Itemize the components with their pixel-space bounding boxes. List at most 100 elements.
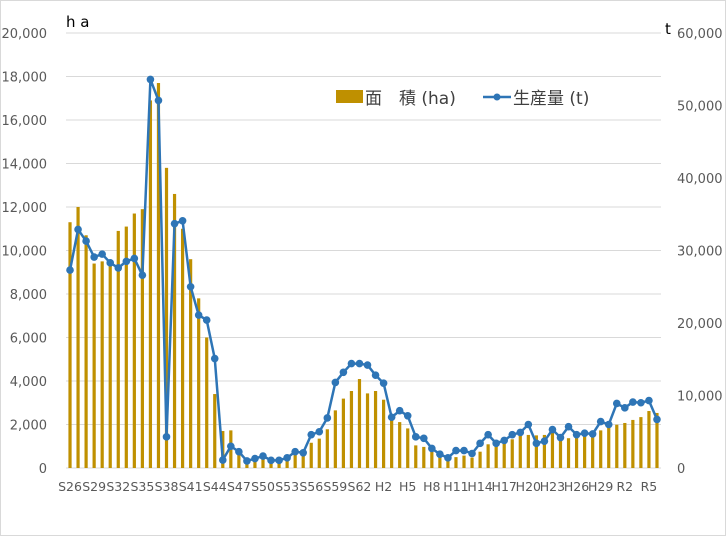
line-marker xyxy=(596,417,605,426)
line-marker xyxy=(556,433,565,442)
line-marker xyxy=(339,368,348,377)
line-marker xyxy=(130,254,139,263)
x-tick-label: S59 xyxy=(323,479,347,494)
line-marker xyxy=(484,430,492,439)
bar xyxy=(140,209,144,469)
line-marker xyxy=(580,429,589,438)
bar xyxy=(373,391,378,468)
bar xyxy=(357,379,362,468)
bar xyxy=(566,438,571,468)
left-tick-label: 12,000 xyxy=(2,201,48,216)
bar xyxy=(197,298,201,468)
line-marker xyxy=(629,398,637,406)
bar xyxy=(390,420,394,468)
x-tick-label: S38 xyxy=(155,479,179,494)
line-marker xyxy=(66,266,74,274)
bar xyxy=(470,457,474,468)
line-marker xyxy=(154,96,163,105)
x-tick-label: S53 xyxy=(275,479,299,494)
right-tick-label: 10,000 xyxy=(677,390,723,405)
bar xyxy=(68,222,72,468)
left-tick-label: 0 xyxy=(39,462,47,477)
line-marker xyxy=(420,434,428,443)
line-marker xyxy=(259,452,267,460)
left-axis-ticks: 0 2,000 4,000 6,000 8,000 10,000 12,000 14,000 1… xyxy=(2,27,48,477)
line-marker xyxy=(74,225,82,234)
line-marker xyxy=(122,257,131,266)
x-tick-label: H5 xyxy=(399,479,416,494)
line-marker xyxy=(98,250,106,258)
line-marker xyxy=(146,75,155,84)
bar xyxy=(253,461,257,468)
line-marker xyxy=(645,396,653,405)
x-tick-label: H23 xyxy=(540,479,565,494)
x-tick-label: H2 xyxy=(375,479,392,494)
bar xyxy=(180,228,185,468)
bar xyxy=(382,399,386,468)
bar xyxy=(100,261,104,468)
line-marker xyxy=(428,444,436,453)
right-tick-label: 0 xyxy=(677,462,685,477)
line-marker xyxy=(653,415,661,424)
line-marker xyxy=(162,433,171,441)
bar xyxy=(172,193,177,468)
line-marker xyxy=(452,446,460,455)
bar xyxy=(518,433,522,468)
x-tick-label: S29 xyxy=(82,479,106,494)
line-marker xyxy=(291,447,299,456)
bar xyxy=(615,424,619,468)
line-marker xyxy=(468,449,476,458)
left-tick-label: 6,000 xyxy=(10,332,47,347)
line-marker xyxy=(82,237,90,245)
bar xyxy=(108,263,112,468)
bar xyxy=(406,428,410,468)
line-marker xyxy=(202,316,211,324)
bar xyxy=(550,432,555,468)
bar xyxy=(494,443,498,468)
bar xyxy=(148,100,153,469)
right-tick-label: 20,000 xyxy=(677,317,723,332)
bar xyxy=(486,444,490,468)
bar xyxy=(325,429,329,468)
line-marker xyxy=(492,439,500,448)
bar xyxy=(132,213,136,468)
line-marker xyxy=(363,361,372,369)
line-marker xyxy=(516,428,525,437)
x-tick-label: H20 xyxy=(516,479,541,494)
x-tick-label: R2 xyxy=(616,479,633,494)
line-marker xyxy=(194,311,203,319)
bar xyxy=(349,391,354,468)
bar xyxy=(647,411,651,468)
line-marker xyxy=(500,436,509,445)
x-tick-label: H17 xyxy=(492,479,517,494)
line-marker xyxy=(411,433,420,441)
line-marker xyxy=(315,427,324,436)
bar xyxy=(333,410,337,468)
bar xyxy=(269,461,273,468)
bar xyxy=(414,445,418,468)
left-tick-label: 8,000 xyxy=(10,288,47,303)
bar xyxy=(542,434,547,468)
bar xyxy=(365,393,370,468)
legend-marker-icon xyxy=(493,93,501,101)
x-tick-label: S26 xyxy=(58,479,82,494)
bar xyxy=(309,442,313,468)
left-tick-label: 16,000 xyxy=(2,114,48,129)
left-tick-label: 18,000 xyxy=(2,71,48,86)
line-marker xyxy=(379,379,388,387)
bar xyxy=(607,424,611,468)
bar xyxy=(422,446,426,468)
line-marker xyxy=(637,398,645,407)
bar xyxy=(293,454,297,468)
bar xyxy=(156,83,161,469)
line-marker xyxy=(612,399,621,408)
line-marker xyxy=(299,448,307,457)
legend-bar-swatch-icon xyxy=(336,90,363,103)
line-marker xyxy=(178,216,187,225)
bar xyxy=(237,454,241,468)
line-marker xyxy=(227,442,235,451)
line-marker xyxy=(403,412,412,420)
bar xyxy=(462,455,466,468)
x-tick-label: S35 xyxy=(130,479,154,494)
bar xyxy=(599,430,603,468)
